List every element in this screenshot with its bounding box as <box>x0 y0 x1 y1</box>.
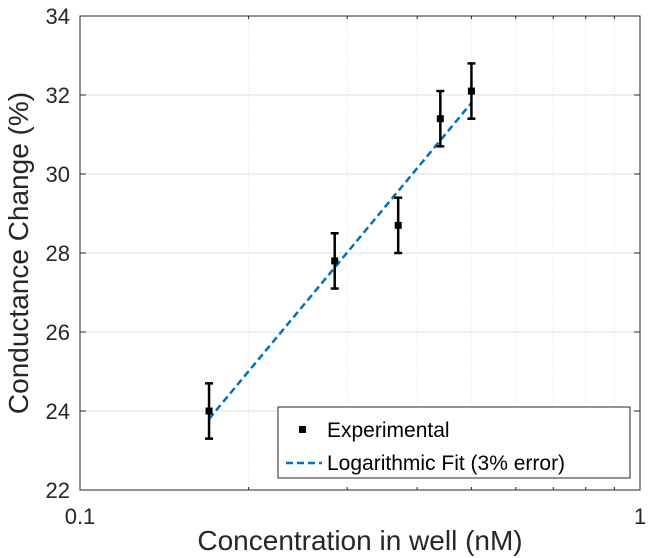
point-marker <box>467 87 475 95</box>
x-tick-label: 1 <box>634 504 646 529</box>
y-tick-label: 30 <box>46 162 70 187</box>
point-marker <box>394 221 402 229</box>
data-point <box>330 232 339 290</box>
legend-box <box>277 406 631 479</box>
y-tick-label: 22 <box>46 478 70 503</box>
legend-label-fit: Logarithmic Fit (3% error) <box>327 452 565 475</box>
x-axis-label: Concentration in well (nM) <box>197 525 522 556</box>
y-tick-label: 26 <box>46 320 70 345</box>
data-point <box>394 196 403 255</box>
point-marker <box>436 115 444 123</box>
x-tick-label: 0.1 <box>65 504 96 529</box>
y-tick-label: 34 <box>46 4 70 29</box>
data-point <box>436 89 445 148</box>
y-tick-label: 24 <box>46 399 70 424</box>
fit-line <box>208 102 473 420</box>
point-marker <box>205 407 213 415</box>
y-tick-label: 32 <box>46 83 70 108</box>
point-marker <box>331 257 339 265</box>
legend-marker-experimental <box>299 426 306 433</box>
y-axis-label: Conductance Change (%) <box>3 92 34 414</box>
data-point <box>467 62 476 120</box>
legend: Experimental Logarithmic Fit (3% error) <box>277 406 631 479</box>
fit-series <box>208 102 473 420</box>
y-tick-label: 28 <box>46 241 70 266</box>
axis-ticks: 22 24 26 28 30 32 34 0.1 1 <box>46 4 647 529</box>
data-point <box>205 382 214 440</box>
experimental-series <box>205 62 476 440</box>
legend-label-experimental: Experimental <box>327 419 450 442</box>
